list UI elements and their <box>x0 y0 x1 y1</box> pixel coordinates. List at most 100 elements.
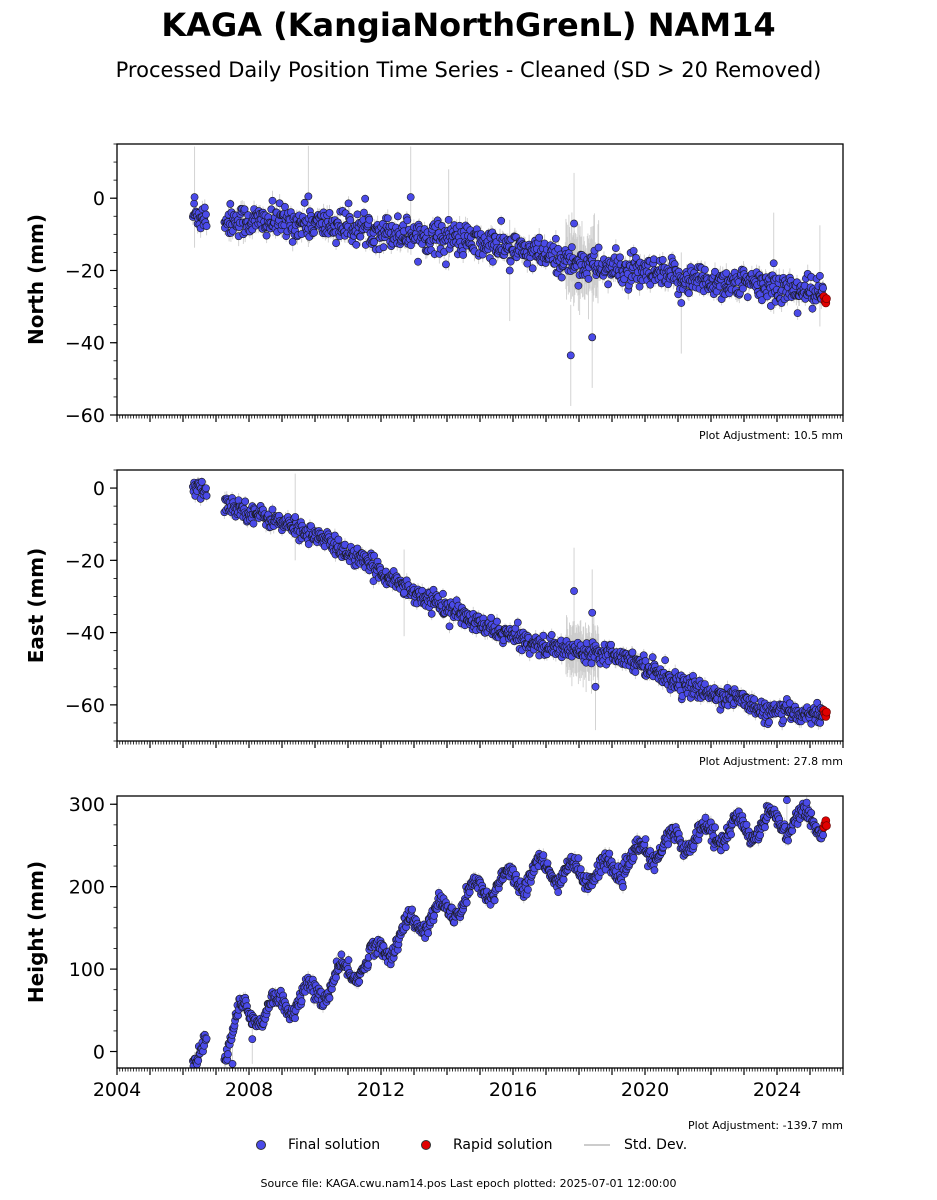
final-point <box>304 192 313 201</box>
final-point <box>722 269 731 278</box>
final-point <box>291 513 300 521</box>
figure-title: KAGA (KangiaNorthGrenL) NAM14 <box>161 6 776 44</box>
final-point <box>310 228 318 237</box>
final-point <box>202 210 210 219</box>
final-point <box>513 618 522 627</box>
final-point <box>427 609 436 618</box>
final-point <box>661 656 670 665</box>
final-point <box>442 260 450 269</box>
final-point <box>325 209 334 217</box>
y-tick-label: −40 <box>65 333 105 355</box>
north-y-ticks: 0 −20 −40 −60 <box>65 143 117 427</box>
north-panel: 0 −20 −40 −60 North (mm) <box>24 143 844 427</box>
east-series-rapid <box>819 705 831 721</box>
final-point <box>631 668 640 676</box>
final-point <box>332 239 340 247</box>
east-panel: 0 −20 −40 −60 East (mm) <box>24 469 844 748</box>
final-point <box>344 199 353 208</box>
rapid-point <box>822 294 831 303</box>
rapid-point <box>822 707 831 717</box>
final-point <box>400 588 408 597</box>
final-point <box>262 231 271 240</box>
final-point <box>604 280 613 289</box>
final-point <box>445 622 454 631</box>
final-point <box>352 240 361 249</box>
final-point <box>268 505 277 514</box>
final-point <box>190 199 198 208</box>
final-point <box>197 477 206 486</box>
final-point <box>584 274 593 283</box>
final-point <box>570 587 578 595</box>
north-y-axis-label: North (mm) <box>24 214 48 345</box>
final-point <box>346 216 355 225</box>
east-y-ticks: 0 −20 −40 −60 <box>65 469 117 742</box>
y-tick-label: −60 <box>65 405 105 427</box>
final-point <box>414 257 422 266</box>
final-point <box>506 257 515 266</box>
final-point <box>370 551 378 560</box>
y-tick-label: 0 <box>93 478 105 500</box>
final-point <box>648 653 657 662</box>
final-point <box>226 200 235 208</box>
final-point <box>684 289 693 298</box>
final-point <box>493 617 501 626</box>
final-point <box>711 267 719 276</box>
final-point <box>241 497 250 506</box>
final-point <box>249 519 258 528</box>
east-points <box>188 477 828 728</box>
figure-subtitle: Processed Daily Position Time Series - C… <box>115 58 822 82</box>
final-point <box>758 296 766 305</box>
final-point <box>539 631 548 640</box>
final-point <box>488 257 497 266</box>
final-point <box>370 238 378 246</box>
final-point <box>383 214 392 223</box>
final-point <box>779 716 788 725</box>
final-point <box>497 216 506 225</box>
final-point <box>288 237 297 246</box>
final-point <box>701 265 709 274</box>
final-point <box>200 203 209 212</box>
final-point <box>535 233 544 242</box>
height-panel: 2004 2008 2012 2016 2020 20240100200300Height… <box>24 794 844 1101</box>
final-point <box>393 212 402 221</box>
height-series-final <box>188 796 831 1068</box>
final-point <box>444 215 453 224</box>
final-point <box>365 215 374 224</box>
final-point <box>528 264 537 273</box>
final-point <box>658 255 667 264</box>
final-point <box>190 193 199 202</box>
y-tick-label: −40 <box>65 623 105 645</box>
final-point <box>588 333 597 342</box>
final-point <box>808 304 817 313</box>
final-point <box>551 234 560 243</box>
final-point <box>202 484 210 493</box>
final-point <box>361 194 370 203</box>
north-series-rapid <box>819 292 831 308</box>
final-point <box>570 219 578 228</box>
final-point <box>275 199 284 208</box>
final-point <box>403 216 412 225</box>
final-point <box>769 259 778 268</box>
final-point <box>304 540 313 549</box>
final-point <box>750 695 759 704</box>
final-point <box>202 491 211 500</box>
final-point <box>616 253 624 262</box>
y-tick-label: −60 <box>65 695 105 717</box>
north-series-final <box>188 145 831 406</box>
y-tick-label: −20 <box>65 550 105 572</box>
north-x-ticks <box>116 415 844 422</box>
final-point <box>816 271 824 280</box>
final-point <box>677 299 686 307</box>
final-point <box>281 202 289 211</box>
final-point <box>353 210 362 219</box>
final-point <box>240 205 249 214</box>
final-point <box>334 535 343 544</box>
final-point <box>202 222 211 230</box>
east-series-final <box>188 473 831 731</box>
final-point <box>566 351 575 360</box>
final-point <box>819 284 828 292</box>
final-point <box>743 293 752 301</box>
final-point <box>567 243 576 252</box>
